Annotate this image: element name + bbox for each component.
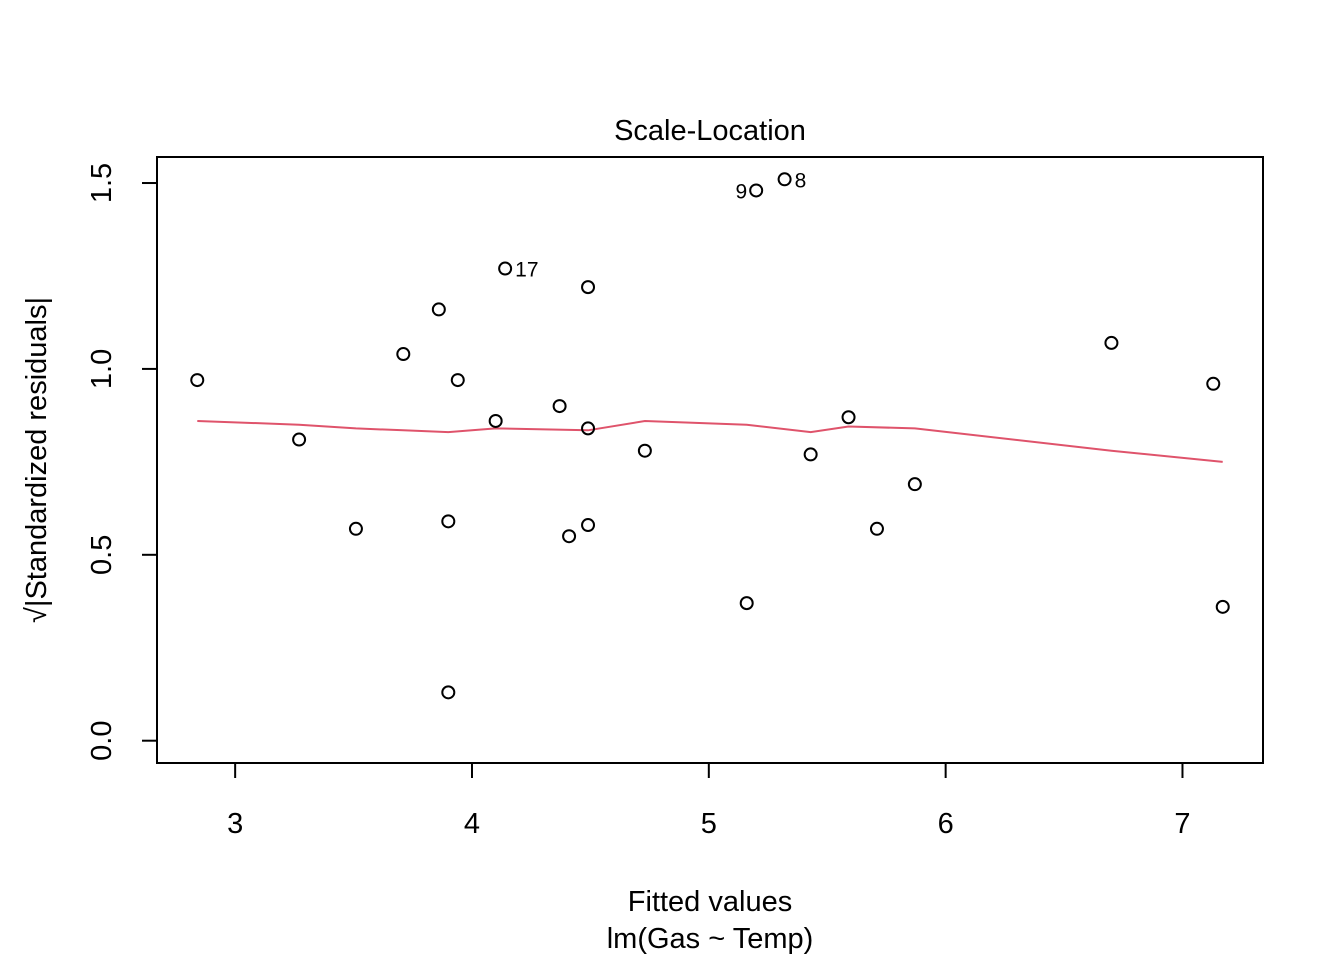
data-point — [841, 410, 856, 425]
y-tick-label: 1.0 — [86, 349, 118, 389]
data-point — [562, 529, 577, 544]
point-label: 17 — [515, 259, 538, 282]
point-label: 9 — [735, 180, 747, 203]
data-point — [581, 280, 596, 295]
data-point — [441, 514, 456, 529]
data-point — [803, 447, 818, 462]
x-axis: 3 4 5 6 7 — [227, 762, 1191, 840]
y-tick-label: 1.5 — [86, 163, 118, 203]
data-point — [348, 521, 363, 536]
data-point — [869, 521, 884, 536]
x-axis-sublabel: lm(Gas ~ Temp) — [607, 923, 814, 955]
data-point — [396, 347, 411, 362]
x-tick-label: 5 — [701, 808, 717, 840]
data-point — [488, 413, 503, 428]
points-layer: 179 8 — [190, 169, 1230, 700]
data-point — [777, 172, 792, 187]
x-axis-label: Fitted values — [628, 886, 792, 918]
data-point — [907, 477, 922, 492]
data-point — [1104, 335, 1119, 350]
data-point — [498, 261, 513, 276]
data-point — [292, 432, 307, 447]
y-tick-label: 0.0 — [86, 721, 118, 761]
data-point — [749, 183, 764, 198]
x-tick-label: 3 — [227, 808, 243, 840]
data-point — [1215, 599, 1230, 614]
data-point — [581, 518, 596, 533]
x-tick-label: 6 — [938, 808, 954, 840]
y-tick-label: 0.5 — [86, 535, 118, 575]
data-point — [431, 302, 446, 317]
chart-title: Scale-Location — [614, 115, 806, 147]
y-axis: 0.0 0.5 1.0 1.5 — [86, 163, 158, 761]
x-tick-label: 4 — [464, 808, 480, 840]
plot-frame — [156, 156, 1264, 764]
data-point — [441, 685, 456, 700]
data-point — [190, 373, 205, 388]
data-point — [552, 399, 567, 414]
x-tick-label: 7 — [1174, 808, 1190, 840]
y-axis-label: √|Standardized residuals| — [21, 297, 53, 623]
smooth-layer — [197, 419, 1223, 463]
data-point — [739, 596, 754, 611]
data-point — [450, 373, 465, 388]
data-point — [637, 443, 652, 458]
data-point — [1206, 376, 1221, 391]
data-point — [581, 421, 596, 436]
smooth-line — [197, 419, 1223, 463]
point-label: 8 — [795, 169, 807, 192]
